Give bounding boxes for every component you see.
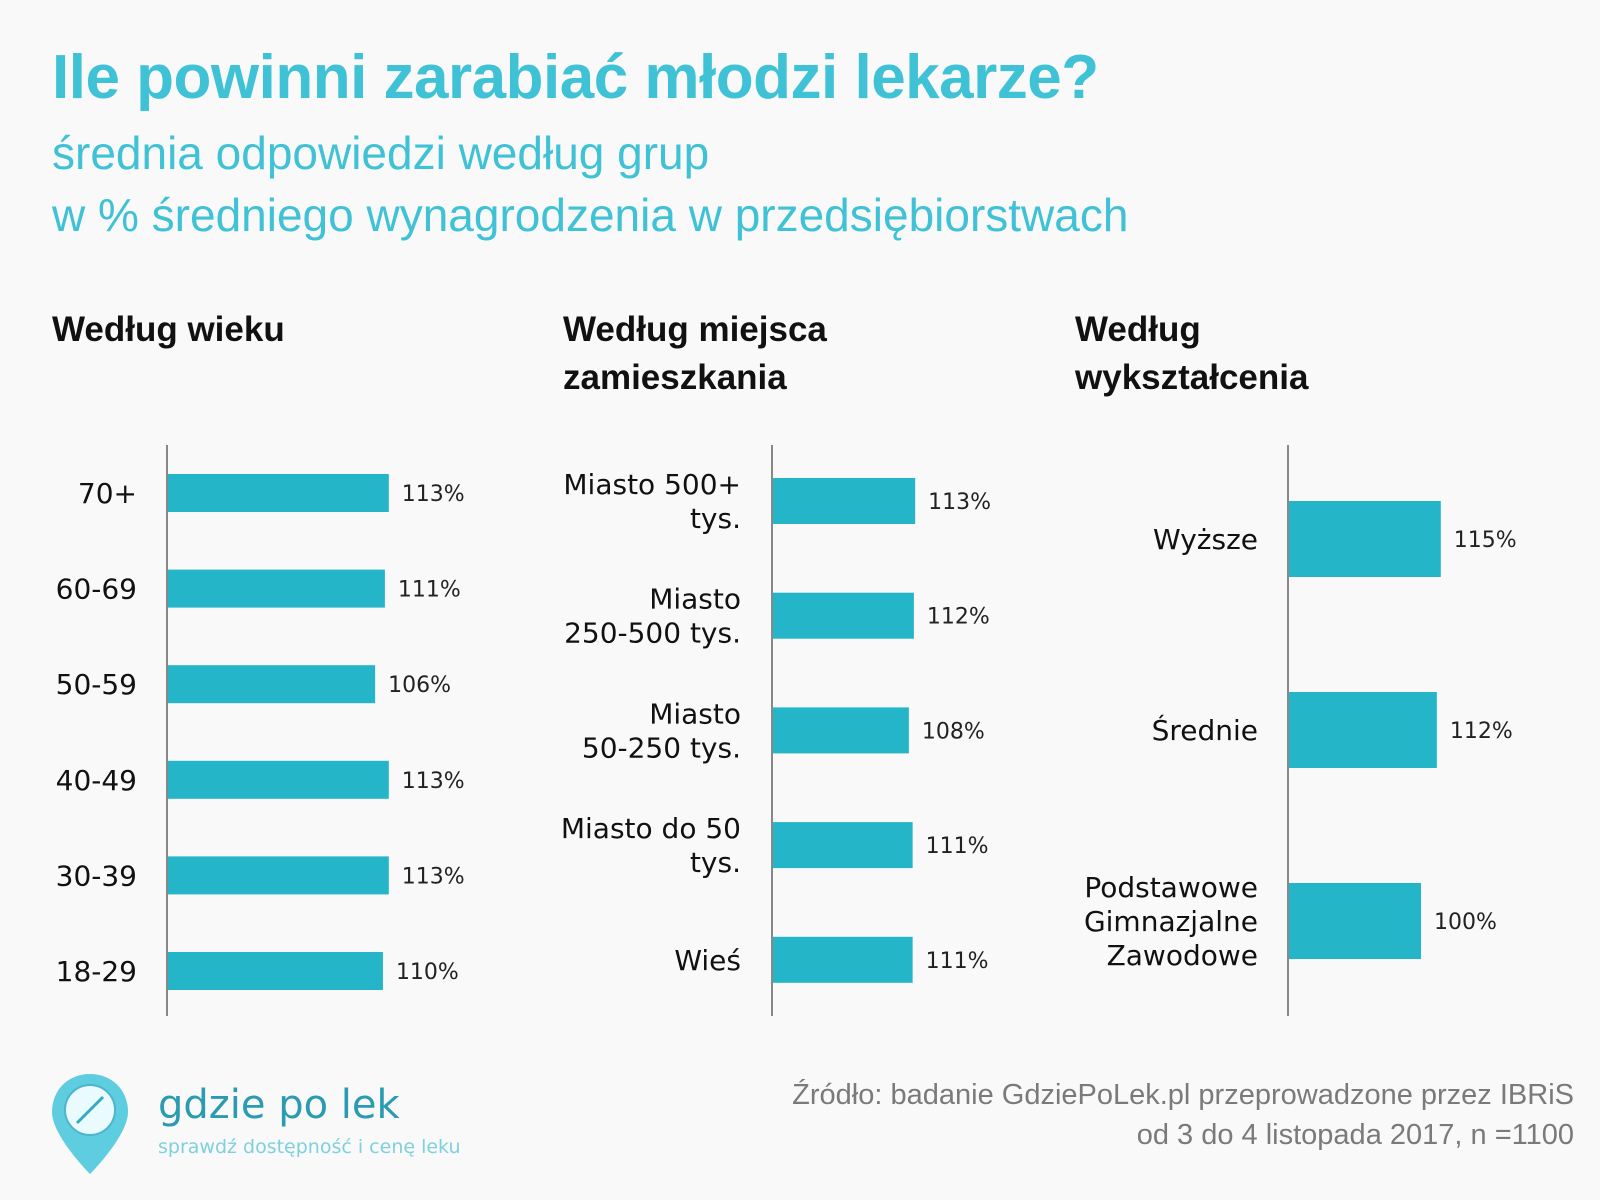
place-panel-title: Według miejsca zamieszkania — [563, 306, 827, 402]
bar-value-label: 113% — [402, 769, 465, 794]
logo-name: gdzie po lek — [158, 1082, 400, 1128]
gdzie-po-lek-logo: gdzie po lek sprawdź dostępność i cenę l… — [50, 1070, 470, 1180]
category-label-line: Zawodowe — [1107, 939, 1258, 972]
category-label: 18-29 — [56, 955, 137, 988]
category-label: Miasto 500+ tys. — [563, 468, 741, 535]
category-label: Podstawowe Gimnazjalne Zawodowe — [1084, 871, 1258, 972]
bar — [168, 569, 385, 608]
category-label-line: Średnie — [1152, 713, 1258, 747]
bar — [773, 822, 913, 869]
age-panel-title: Według wieku — [52, 306, 285, 354]
bar — [168, 474, 389, 512]
category-label-line: tys. — [690, 846, 741, 879]
category-label-line: Miasto 500+ — [563, 468, 741, 501]
subtitle-line-1: średnia odpowiedzi według grup — [52, 127, 710, 179]
category-label-line: 70+ — [78, 477, 137, 510]
bar — [1289, 883, 1421, 959]
bar-value-label: 113% — [402, 482, 465, 507]
bar-value-label: 100% — [1434, 910, 1497, 935]
edu-panel-title-line-1: Według — [1075, 310, 1201, 349]
bar — [168, 665, 376, 704]
category-label: 50-59 — [56, 668, 137, 701]
category-label-line: Podstawowe — [1084, 871, 1258, 904]
category-label-line: Wyższe — [1153, 523, 1258, 556]
source-line-2: od 3 do 4 listopada 2017, n =1100 — [1136, 1119, 1574, 1151]
category-label-line: Miasto do 50 — [561, 812, 741, 845]
bar — [1289, 692, 1437, 768]
category-label: 40-49 — [56, 764, 137, 797]
age-panel-title-line-1: Według wieku — [52, 310, 285, 349]
edu-panel-title-line-2: wykształcenia — [1075, 358, 1309, 397]
bar-value-label: 113% — [402, 864, 465, 889]
bar-value-label: 115% — [1454, 528, 1517, 553]
category-label: 30-39 — [56, 859, 137, 892]
place-panel-title-line-2: zamieszkania — [563, 358, 787, 397]
category-label: 60-69 — [56, 573, 137, 606]
bar-value-label: 112% — [927, 605, 990, 630]
bar-value-label: 111% — [398, 578, 461, 603]
source-note: Źródło: badanie GdziePoLek.pl przeprowad… — [792, 1075, 1574, 1155]
category-label-line: Miasto — [649, 583, 741, 616]
category-label: Miasto 250-500 tys. — [564, 583, 741, 650]
category-label: Wyższe — [1153, 523, 1258, 556]
subtitle-line-2: w % średniego wynagrodzenia w przedsiębi… — [52, 189, 1129, 241]
category-label: Miasto do 50 tys. — [561, 812, 741, 879]
bar-value-label: 111% — [926, 834, 989, 859]
bar-value-label: 113% — [928, 490, 991, 515]
category-label-line: 30-39 — [56, 859, 137, 892]
category-label-line: Miasto — [649, 697, 741, 730]
bar — [1289, 501, 1441, 577]
bar — [773, 936, 913, 983]
bar-value-label: 112% — [1450, 719, 1513, 744]
category-label-line: 50-59 — [56, 668, 137, 701]
pin-icon — [52, 1074, 128, 1174]
source-line-1: Źródło: badanie GdziePoLek.pl przeprowad… — [792, 1079, 1574, 1111]
bar — [168, 760, 389, 799]
category-label: Średnie — [1152, 713, 1258, 747]
category-label: 70+ — [78, 477, 137, 510]
edu-panel-title: Według wykształcenia — [1075, 306, 1308, 402]
bar — [773, 592, 914, 639]
category-label-line: 250-500 tys. — [564, 617, 741, 650]
bar — [773, 478, 916, 524]
bar-value-label: 106% — [388, 673, 451, 698]
bar — [168, 952, 383, 990]
category-label-line: 18-29 — [56, 955, 137, 988]
category-label-line: 60-69 — [56, 573, 137, 606]
bar-value-label: 110% — [396, 960, 459, 985]
category-label-line: 50-250 tys. — [582, 731, 741, 764]
bar — [168, 856, 389, 895]
place-panel-title-line-1: Według miejsca — [563, 310, 827, 349]
category-label: Miasto 50-250 tys. — [582, 697, 741, 764]
bar-value-label: 108% — [922, 719, 985, 744]
category-label-line: 40-49 — [56, 764, 137, 797]
category-label: Wieś — [674, 944, 741, 977]
bar-value-label: 111% — [926, 949, 989, 974]
category-label-line: Gimnazjalne — [1084, 905, 1258, 938]
page-title: Ile powinni zarabiać młodzi lekarze? — [52, 43, 1099, 112]
bar — [773, 707, 909, 754]
logo-tagline: sprawdź dostępność i cenę leku — [158, 1136, 461, 1158]
category-label-line: Wieś — [674, 944, 741, 977]
category-label-line: tys. — [690, 502, 741, 535]
